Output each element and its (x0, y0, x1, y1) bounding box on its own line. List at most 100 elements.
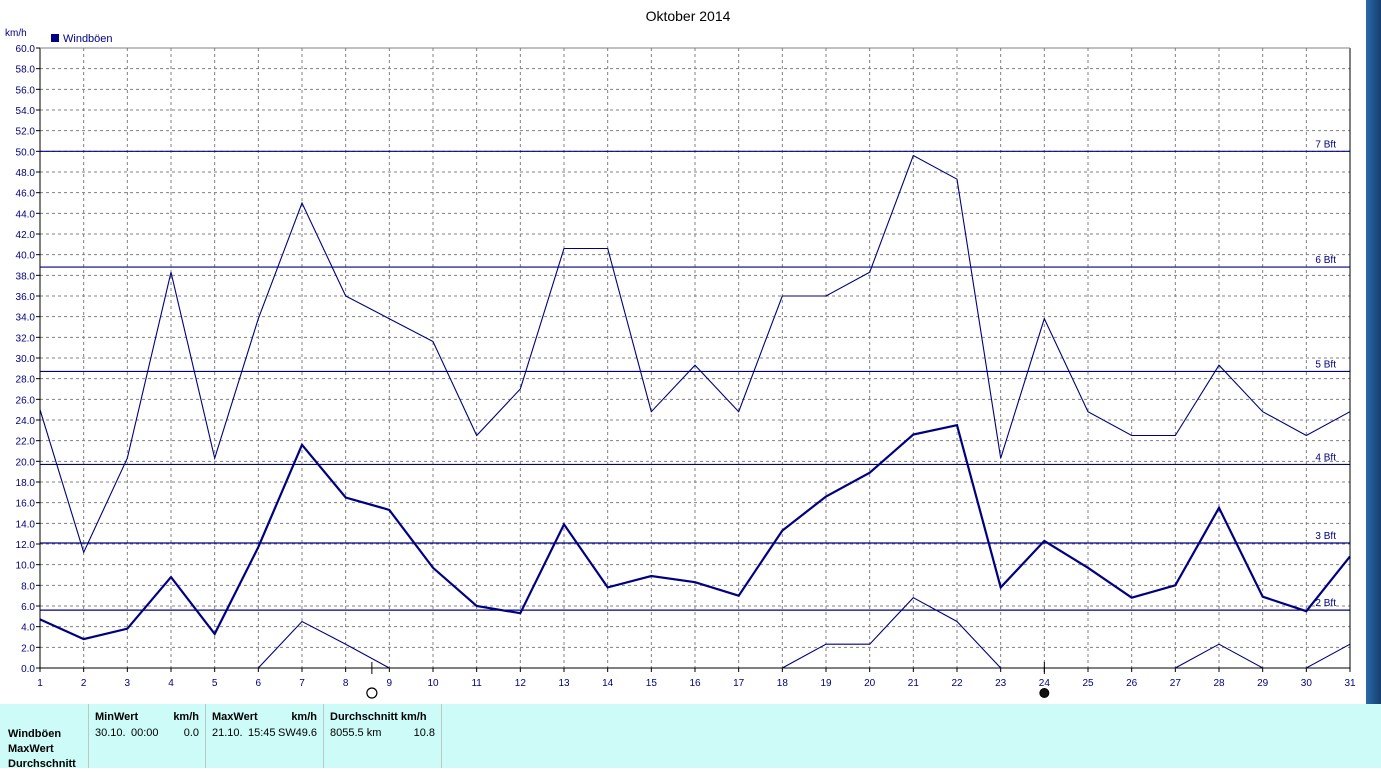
x-tick-label: 10 (427, 678, 439, 689)
axes: 0.0 2.0 4.0 6.0 8.0 10.0 12.0 14.0 16.0 18.0 20.0 2… (16, 44, 1356, 689)
x-tick-label: 24 (1039, 678, 1051, 689)
max-date: 21.10. (212, 727, 243, 739)
x-tick-label: 7 (299, 678, 305, 689)
min-time: 00:00 (131, 727, 159, 739)
y-tick-label: 16.0 (16, 499, 36, 510)
min-date: 30.10. (95, 727, 126, 739)
x-tick-label: 11 (471, 678, 482, 689)
max-unit: km/h (291, 711, 317, 723)
y-tick-label: 56.0 (16, 85, 36, 96)
legend-swatch (51, 34, 59, 42)
x-tick-label: 22 (951, 678, 963, 689)
x-tick-label: 3 (125, 678, 131, 689)
x-tick-label: 2 (81, 678, 87, 689)
series-group (39, 154, 1351, 669)
x-tick-label: 12 (515, 678, 527, 689)
grid (40, 47, 1351, 668)
y-tick-label: 52.0 (16, 127, 36, 138)
y-tick-label: 46.0 (16, 189, 36, 200)
y-tick-label: 0.0 (21, 664, 35, 675)
x-tick-label: 26 (1126, 678, 1138, 689)
moon-phases (366, 662, 1050, 699)
beaufort-reference-lines: 2 Bft 3 Bft 4 Bft 5 Bft 6 Bft 7 Bft (40, 139, 1350, 611)
chart-title: Oktober 2014 (646, 8, 731, 24)
x-tick-label: 15 (646, 678, 658, 689)
y-tick-label: 28.0 (16, 375, 36, 386)
y-tick-label: 42.0 (16, 230, 36, 241)
max-time: 15:45 (248, 727, 276, 739)
y-tick-label: 26.0 (16, 395, 36, 406)
y-tick-label: 40.0 (16, 251, 36, 262)
y-tick-label: 60.0 (16, 44, 36, 55)
y-tick-label: 6.0 (21, 602, 35, 613)
y-tick-label: 18.0 (16, 478, 36, 489)
beaufort-label: 2 Bft (1315, 598, 1336, 609)
y-tick-label: 12.0 (16, 540, 36, 551)
y-tick-label: 58.0 (16, 65, 36, 76)
y-tick-label: 50.0 (16, 147, 36, 158)
y-tick-label: 30.0 (16, 354, 36, 365)
summary-panel: Windböen MaxWert Durchschnitt MinWert km… (0, 704, 1381, 770)
y-tick-label: 24.0 (16, 416, 36, 427)
y-tick-label: 54.0 (16, 106, 36, 117)
y-tick-label: 36.0 (16, 292, 36, 303)
x-tick-label: 27 (1170, 678, 1182, 689)
avg-cell: Durchschnitt km/h 8055.5 km 10.8 (323, 704, 442, 768)
x-tick-label: 8 (343, 678, 349, 689)
y-tick-label: 14.0 (16, 519, 36, 530)
x-tick-label: 4 (168, 678, 174, 689)
legend-label: Windböen (63, 33, 113, 45)
y-tick-label: 38.0 (16, 271, 36, 282)
y-tick-label: 4.0 (21, 623, 35, 634)
min-unit: km/h (173, 711, 199, 723)
min-value: 0.0 (183, 727, 199, 739)
full-moon-icon (366, 687, 378, 699)
x-tick-label: 30 (1301, 678, 1313, 689)
y-tick-label: 8.0 (21, 581, 35, 592)
x-tick-label: 19 (820, 678, 832, 689)
avg-value: 10.8 (413, 727, 435, 739)
min-header: MinWert (95, 711, 139, 723)
max-value: 49.6 (295, 727, 317, 739)
y-tick-label: 32.0 (16, 333, 36, 344)
min-cell: MinWert km/h 30.10. 00:00 0.0 (88, 704, 205, 768)
x-tick-label: 20 (864, 678, 876, 689)
y-tick-label: 20.0 (16, 457, 36, 468)
y-tick-label: 44.0 (16, 209, 36, 220)
series-line-min (782, 597, 1002, 669)
x-tick-label: 5 (212, 678, 218, 689)
avg-header: Durchschnitt km/h (330, 711, 427, 723)
summary-row-labels: Windböen MaxWert Durchschnitt (8, 727, 76, 772)
x-tick-label: 16 (689, 678, 701, 689)
x-tick-label: 14 (602, 678, 614, 689)
series-line-min (257, 620, 390, 669)
wind-gust-chart: Oktober 2014 km/h Windböen 2 Bft 3 Bft 4 B… (5, 8, 1356, 699)
x-tick-label: 1 (37, 678, 43, 689)
row-label-durchschnitt: Durchschnitt (8, 758, 76, 770)
y-tick-label: 2.0 (21, 643, 35, 654)
series-line-max (39, 154, 1351, 554)
max-direction: SW (278, 727, 296, 739)
x-tick-label: 18 (777, 678, 789, 689)
x-tick-label: 13 (558, 678, 570, 689)
x-tick-label: 6 (256, 678, 262, 689)
y-tick-label: 34.0 (16, 313, 36, 324)
max-cell: MaxWert km/h 21.10. 15:45 SW 49.6 (205, 704, 323, 768)
beaufort-label: 6 Bft (1315, 255, 1336, 266)
x-tick-label: 21 (908, 678, 920, 689)
y-tick-label: 10.0 (16, 561, 36, 572)
avg-distance: 8055.5 km (330, 727, 382, 739)
y-tick-label: 22.0 (16, 437, 36, 448)
series-line-mean (39, 423, 1351, 641)
row-label-maxwert: MaxWert (8, 743, 54, 755)
beaufort-label: 7 Bft (1315, 139, 1336, 150)
x-tick-label: 29 (1257, 678, 1269, 689)
x-tick-label: 31 (1344, 678, 1356, 689)
x-tick-label: 23 (995, 678, 1007, 689)
x-tick-label: 25 (1082, 678, 1094, 689)
window-edge (1366, 0, 1381, 704)
beaufort-label: 4 Bft (1315, 452, 1336, 463)
y-tick-label: 48.0 (16, 168, 36, 179)
beaufort-label: 3 Bft (1315, 531, 1336, 542)
x-tick-label: 17 (733, 678, 745, 689)
